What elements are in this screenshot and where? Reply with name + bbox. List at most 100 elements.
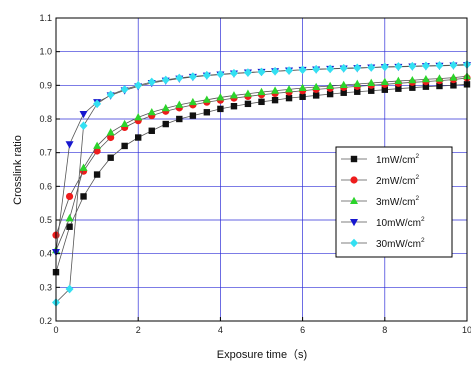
data-point bbox=[271, 86, 280, 94]
data-point bbox=[271, 66, 280, 76]
x-tick-label: 6 bbox=[300, 325, 305, 335]
data-point bbox=[216, 69, 225, 79]
data-point bbox=[449, 73, 458, 81]
data-point bbox=[354, 88, 361, 95]
data-point bbox=[79, 121, 88, 131]
legend-label-text: 1mW/cm bbox=[376, 155, 415, 166]
data-point bbox=[381, 86, 388, 93]
data-point bbox=[421, 74, 430, 83]
x-tick-label: 10 bbox=[462, 325, 471, 335]
data-point bbox=[65, 214, 74, 222]
x-tick-label: 8 bbox=[382, 325, 387, 335]
data-point bbox=[394, 76, 403, 84]
data-point bbox=[339, 63, 348, 73]
data-point bbox=[203, 109, 211, 116]
data-point bbox=[148, 127, 155, 134]
data-point bbox=[394, 62, 403, 71]
data-point bbox=[65, 192, 74, 201]
data-point bbox=[161, 103, 170, 112]
y-tick-label: 1.0 bbox=[39, 47, 52, 57]
data-point bbox=[312, 82, 321, 91]
data-point bbox=[65, 284, 74, 294]
data-point bbox=[93, 171, 101, 178]
data-point bbox=[421, 61, 430, 71]
data-point bbox=[367, 63, 376, 72]
y-tick-label: 0.5 bbox=[39, 215, 52, 225]
data-point bbox=[175, 73, 184, 83]
data-point bbox=[340, 89, 347, 96]
data-point bbox=[106, 90, 115, 100]
data-point bbox=[188, 72, 197, 81]
y-tick-label: 1.1 bbox=[39, 13, 52, 23]
data-point bbox=[79, 163, 88, 171]
legend-label: 10mW/cm2 bbox=[376, 216, 425, 229]
data-point bbox=[121, 142, 128, 150]
data-point bbox=[271, 96, 279, 104]
data-point bbox=[65, 141, 74, 149]
legend-label: 3mW/cm2 bbox=[376, 195, 419, 208]
data-point bbox=[380, 62, 389, 72]
data-point bbox=[257, 67, 266, 77]
data-point bbox=[230, 103, 238, 110]
legend-marker bbox=[350, 155, 358, 163]
legend-marker bbox=[350, 238, 358, 248]
data-point bbox=[229, 68, 238, 78]
data-point bbox=[435, 61, 444, 70]
data-point bbox=[162, 120, 169, 128]
data-point bbox=[217, 105, 224, 113]
data-point bbox=[408, 75, 417, 84]
data-point bbox=[120, 85, 129, 94]
legend-label: 1mW/cm2 bbox=[376, 153, 419, 166]
data-point bbox=[93, 141, 102, 149]
legend-label-text: 2mW/cm bbox=[376, 176, 415, 187]
data-point bbox=[202, 70, 211, 80]
legend-label-text: 10mW/cm bbox=[376, 218, 421, 229]
y-tick-label: 0.8 bbox=[39, 114, 52, 124]
x-tick-label: 0 bbox=[53, 325, 58, 335]
data-point bbox=[408, 61, 417, 71]
x-tick-label: 2 bbox=[136, 325, 141, 335]
data-point bbox=[189, 112, 197, 119]
legend-marker bbox=[350, 219, 358, 227]
data-point bbox=[380, 77, 389, 85]
data-point bbox=[285, 94, 293, 102]
data-point bbox=[188, 97, 197, 106]
data-point bbox=[435, 74, 444, 82]
data-point bbox=[161, 75, 170, 85]
data-point bbox=[299, 93, 306, 100]
data-point bbox=[339, 80, 348, 88]
data-point bbox=[243, 68, 252, 77]
data-point bbox=[326, 81, 335, 90]
legend-label-superscript: 2 bbox=[421, 216, 425, 223]
data-point bbox=[298, 65, 307, 75]
plot-frame bbox=[55, 17, 468, 322]
data-point bbox=[312, 64, 321, 74]
legend-label: 2mW/cm2 bbox=[376, 174, 419, 187]
y-tick-label: 0.4 bbox=[39, 249, 52, 259]
y-axis-label: Crosslink ratio bbox=[12, 135, 24, 205]
data-point bbox=[216, 93, 225, 101]
legend-label-text: 3mW/cm bbox=[376, 197, 415, 208]
axis-ticks: 0 2 4 6 8 10 0.2 0.3 0.4 0.5 0.6 0.7 0.8 0.9 1.0 1.1 bbox=[39, 13, 471, 335]
data-point bbox=[409, 84, 416, 91]
data-point bbox=[243, 89, 252, 97]
data-point bbox=[422, 83, 430, 90]
data-point bbox=[368, 87, 375, 94]
data-point bbox=[285, 66, 294, 75]
data-point bbox=[367, 78, 376, 86]
series-4 bbox=[52, 60, 471, 307]
x-axis-label: Exposure time（s) bbox=[217, 348, 307, 361]
data-point bbox=[107, 154, 114, 161]
data-point bbox=[134, 113, 143, 121]
y-tick-label: 0.7 bbox=[39, 148, 52, 158]
x-tick-label: 4 bbox=[218, 325, 223, 335]
data-point bbox=[258, 98, 265, 106]
data-point bbox=[66, 223, 73, 230]
data-point bbox=[257, 87, 266, 96]
legend-marker bbox=[350, 176, 358, 184]
y-tick-label: 0.6 bbox=[39, 181, 52, 191]
data-point bbox=[298, 83, 307, 92]
legend-label: 30mW/cm2 bbox=[376, 237, 425, 250]
